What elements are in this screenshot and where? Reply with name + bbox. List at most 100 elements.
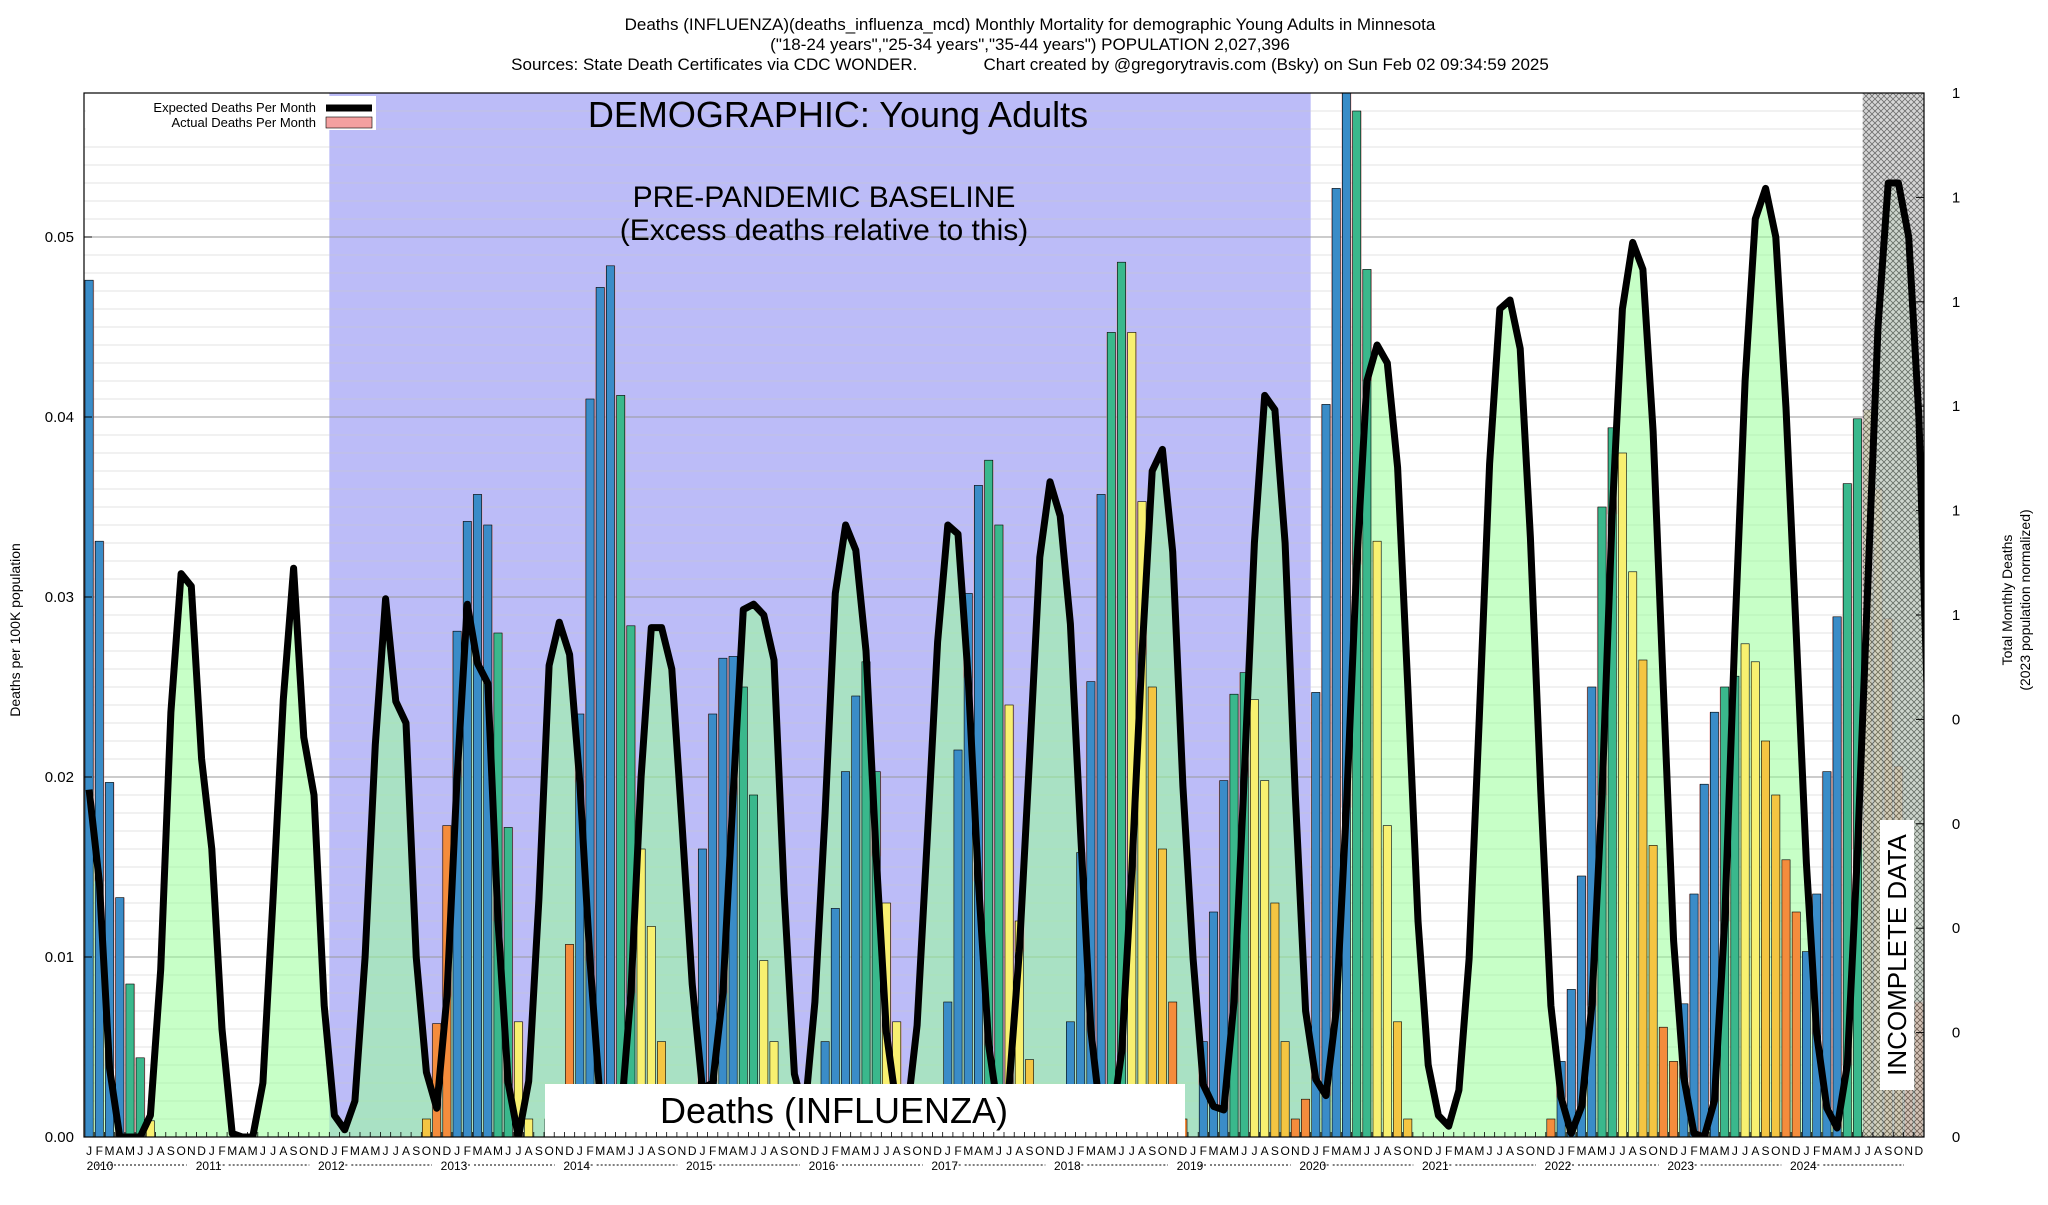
x-tick-month: M: [1331, 1144, 1341, 1158]
actual-bar: [1669, 1061, 1678, 1137]
x-tick-month: O: [1648, 1144, 1657, 1158]
x-tick-month: O: [1526, 1144, 1535, 1158]
x-tick-month: J: [873, 1144, 879, 1158]
y2-tick-label: 1: [1952, 503, 1960, 520]
x-tick-month: M: [841, 1144, 851, 1158]
actual-bar: [708, 713, 718, 1137]
x-tick-year: 2012: [318, 1159, 345, 1173]
x-tick-month: A: [1138, 1144, 1146, 1158]
actual-bar: [473, 494, 482, 1137]
x-tick-month: M: [861, 1144, 871, 1158]
x-tick-month: O: [790, 1144, 799, 1158]
x-tick-month: F: [954, 1144, 961, 1158]
x-tick-month: J: [393, 1144, 399, 1158]
actual-bar: [1393, 1021, 1402, 1137]
x-tick-month: A: [1710, 1144, 1718, 1158]
x-tick-month: A: [729, 1144, 737, 1158]
x-tick-month: J: [883, 1144, 889, 1158]
x-tick-month: A: [116, 1144, 124, 1158]
x-tick-month: A: [647, 1144, 655, 1158]
actual-bar: [1618, 452, 1627, 1137]
actual-bar: [524, 1118, 534, 1137]
x-tick-month: A: [279, 1144, 287, 1158]
actual-bar: [738, 686, 748, 1137]
baseline-annotation-line-1: PRE-PANDEMIC BASELINE: [633, 181, 1016, 214]
cause-label: Deaths (INFLUENZA): [660, 1090, 1008, 1131]
x-tick-month: O: [1158, 1144, 1167, 1158]
actual-bar: [1761, 740, 1770, 1137]
x-tick-month: M: [718, 1144, 728, 1158]
x-tick-month: A: [1588, 1144, 1596, 1158]
actual-bar: [1372, 540, 1382, 1137]
x-tick-month: J: [1006, 1144, 1012, 1158]
x-tick-month: J: [699, 1144, 705, 1158]
x-tick-month: M: [1474, 1144, 1484, 1158]
demographic-annotation: DEMOGRAPHIC: Young Adults: [588, 94, 1088, 135]
x-tick-month: S: [1394, 1144, 1402, 1158]
x-tick-month: F: [1813, 1144, 1820, 1158]
x-tick-year: 2011: [196, 1159, 222, 1173]
x-tick-month: M: [1454, 1144, 1464, 1158]
x-tick-year: 2017: [931, 1159, 958, 1173]
x-tick-month: S: [658, 1144, 666, 1158]
x-tick-month: J: [1313, 1144, 1319, 1158]
x-tick-month: F: [1200, 1144, 1207, 1158]
x-tick-month: A: [606, 1144, 614, 1158]
actual-bar: [1168, 1001, 1178, 1137]
x-tick-month: O: [1280, 1144, 1289, 1158]
actual-bar: [1096, 494, 1106, 1137]
actual-bar: [1127, 332, 1137, 1137]
y2-tick-label: 0: [1952, 711, 1960, 728]
x-tick-month: J: [331, 1144, 337, 1158]
x-tick-month: M: [1209, 1144, 1219, 1158]
x-tick-month: O: [1403, 1144, 1412, 1158]
x-tick-month: J: [1435, 1144, 1441, 1158]
x-tick-month: N: [432, 1144, 441, 1158]
x-tick-month: J: [1803, 1144, 1809, 1158]
x-tick-year: 2014: [563, 1159, 590, 1173]
x-tick-month: S: [1884, 1144, 1892, 1158]
x-tick-month: O: [1035, 1144, 1044, 1158]
actual-bar: [1802, 951, 1811, 1137]
x-tick-month: J: [638, 1144, 644, 1158]
x-tick-month: O: [667, 1144, 676, 1158]
y2-tick-label: 0: [1952, 920, 1960, 937]
x-tick-month: A: [525, 1144, 533, 1158]
x-tick-month: F: [341, 1144, 348, 1158]
actual-bar: [1750, 661, 1760, 1137]
x-tick-month: D: [443, 1144, 452, 1158]
actual-bar: [1689, 893, 1699, 1137]
x-tick-month: N: [1046, 1144, 1055, 1158]
actual-bar: [1935, 1096, 1943, 1137]
x-tick-month: O: [912, 1144, 921, 1158]
x-tick-month: O: [1771, 1144, 1780, 1158]
actual-bar: [697, 848, 707, 1137]
x-tick-month: M: [1352, 1144, 1362, 1158]
x-tick-month: D: [1669, 1144, 1678, 1158]
actual-bar: [1280, 1041, 1290, 1137]
x-tick-month: A: [852, 1144, 860, 1158]
y2-tick-label: 1: [1952, 189, 1960, 206]
x-tick-month: N: [678, 1144, 687, 1158]
x-tick-month: M: [738, 1144, 748, 1158]
x-tick-month: A: [1383, 1144, 1391, 1158]
incomplete-label-box: [1880, 820, 1914, 1090]
actual-bar: [994, 524, 1004, 1137]
x-tick-month: S: [1026, 1144, 1034, 1158]
x-tick-month: F: [1322, 1144, 1329, 1158]
x-tick-month: J: [1241, 1144, 1247, 1158]
x-tick-month: J: [515, 1144, 521, 1158]
x-tick-month: S: [780, 1144, 788, 1158]
x-tick-month: S: [167, 1144, 175, 1158]
x-tick-month: J: [1487, 1144, 1493, 1158]
x-tick-month: S: [535, 1144, 543, 1158]
actual-bar: [953, 749, 963, 1137]
actual-bar: [1740, 643, 1750, 1137]
y-tick-label: 0.03: [45, 589, 74, 606]
x-tick-month: A: [1506, 1144, 1514, 1158]
x-tick-month: M: [248, 1144, 258, 1158]
x-tick-month: F: [1445, 1144, 1452, 1158]
x-tick-month: F: [96, 1144, 103, 1158]
x-tick-month: A: [1833, 1144, 1841, 1158]
